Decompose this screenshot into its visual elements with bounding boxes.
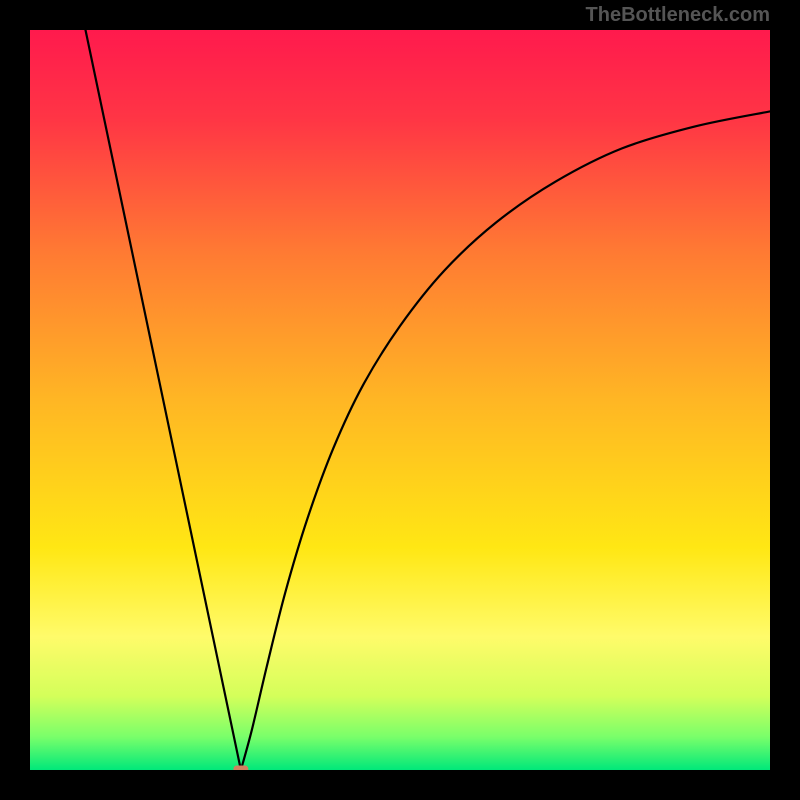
- minimum-marker: [234, 766, 249, 770]
- chart-outer-frame: TheBottleneck.com: [0, 0, 800, 800]
- watermark-text: TheBottleneck.com: [586, 4, 770, 27]
- plot-area: [30, 30, 770, 770]
- curve-layer: [30, 30, 770, 770]
- curve-right-branch: [241, 111, 770, 770]
- curve-left-branch: [86, 30, 241, 770]
